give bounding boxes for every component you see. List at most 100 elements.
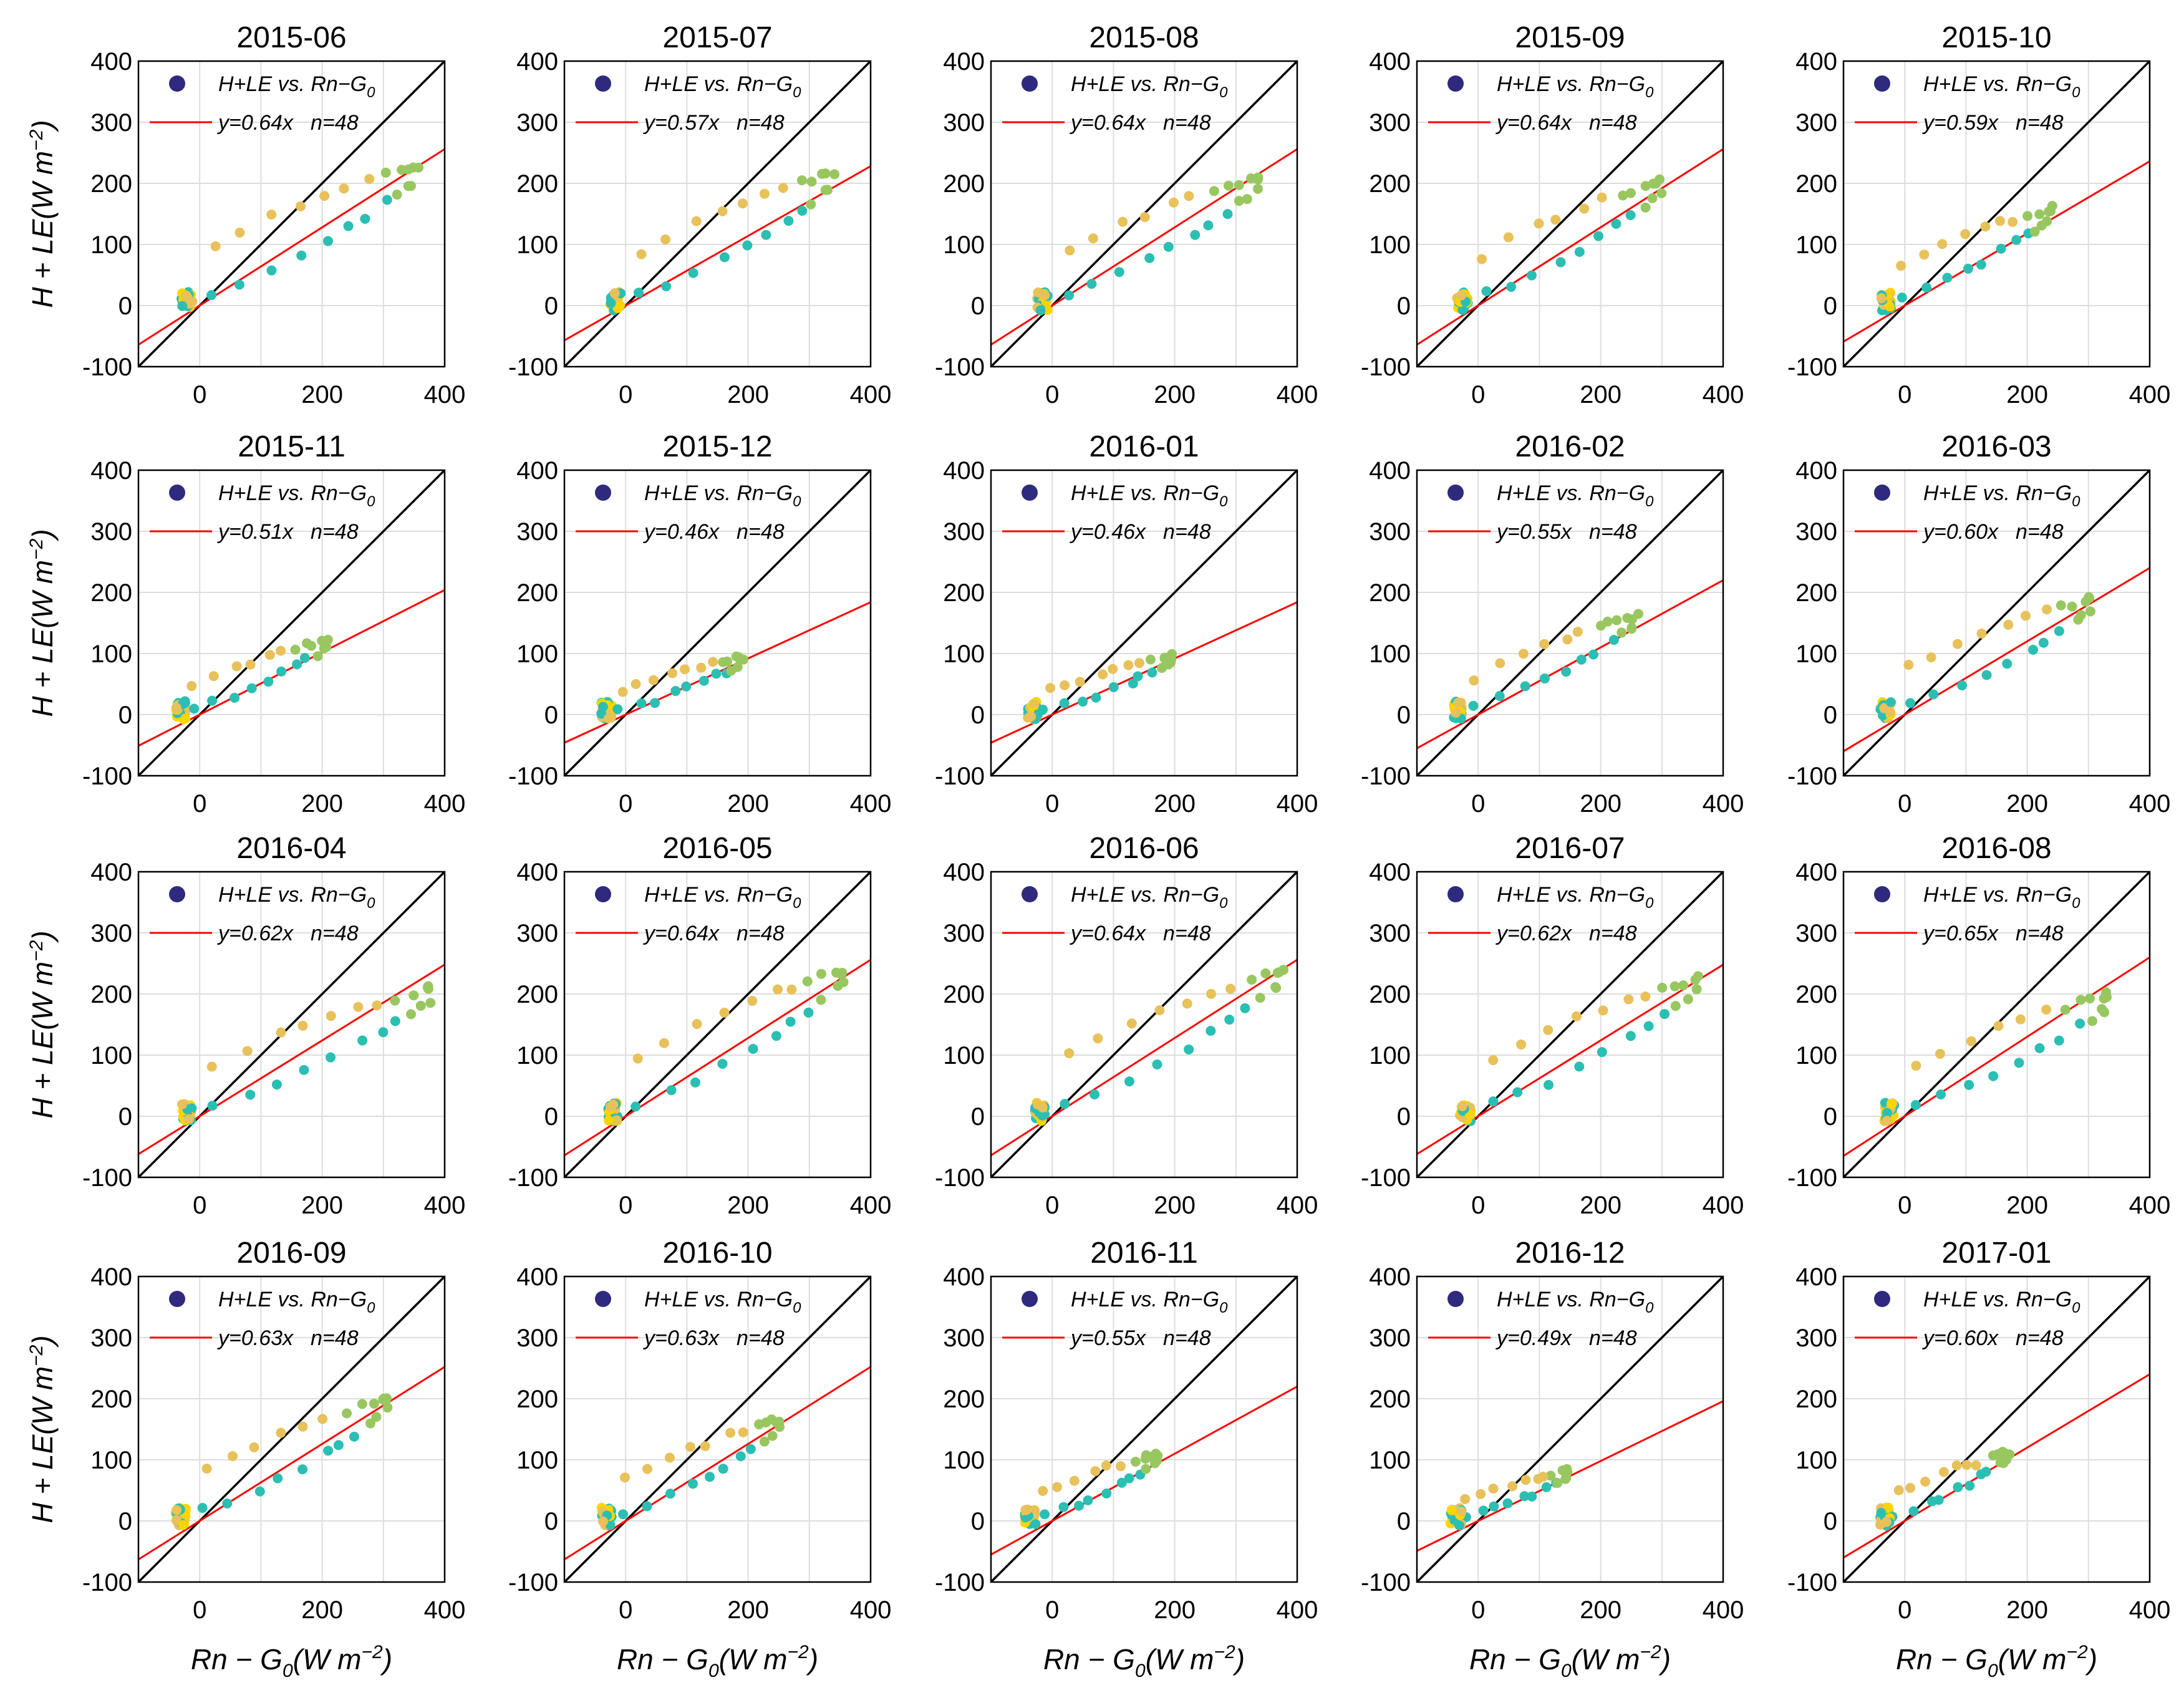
x-tick-label: 400	[1277, 790, 1318, 818]
legend-series-label: H+LE vs. Rn−G0	[644, 883, 801, 912]
y-tick-label: 200	[1795, 170, 1837, 198]
y-tick-label: -100	[935, 354, 985, 381]
data-point	[1454, 1520, 1465, 1531]
data-point	[2041, 1005, 2052, 1015]
data-point	[1690, 975, 1701, 985]
data-point	[172, 1505, 182, 1515]
plot-area	[564, 470, 871, 776]
data-point	[1588, 649, 1598, 660]
data-point	[664, 1452, 675, 1463]
data-point	[371, 1412, 382, 1422]
data-point	[1981, 1467, 1991, 1477]
y-tick-label: 100	[90, 231, 132, 259]
data-point	[1933, 1495, 1944, 1505]
data-point	[1457, 1101, 1467, 1111]
x-tick-label: 200	[2006, 381, 2048, 408]
y-tick-label: 200	[943, 1386, 985, 1413]
one-to-one-line	[564, 872, 871, 1177]
x-tick-label: 0	[619, 381, 632, 408]
data-point	[1886, 697, 1897, 708]
panel-2016-02: -100 0 100 200 300 400 0 200 400 2016-02 H+LE vs. …	[1361, 430, 1744, 818]
y-tick-label: 300	[1795, 518, 1837, 546]
panel-2015-08: -100 0 100 200 300 400 0 200 400 2015-08 H+LE vs. …	[935, 21, 1318, 408]
panel-title: 2016-01	[1089, 430, 1199, 463]
data-point	[648, 675, 659, 685]
data-point	[323, 1445, 334, 1456]
axes-frame	[990, 469, 1298, 777]
y-tick-label: 300	[1369, 920, 1411, 947]
x-tick-label: 200	[727, 1192, 769, 1219]
data-point	[797, 206, 808, 216]
legend-series-label: H+LE vs. Rn−G0	[1923, 1288, 2080, 1316]
y-tick-label: 0	[971, 1508, 985, 1535]
data-point	[183, 1114, 194, 1124]
data-point	[2042, 216, 2052, 226]
x-tick-label: 400	[850, 1192, 892, 1219]
data-point	[802, 976, 813, 987]
data-point	[1209, 186, 1219, 196]
data-point	[273, 1473, 283, 1484]
legend-marker-icon	[1874, 886, 1890, 902]
data-point	[1074, 1500, 1085, 1511]
data-point	[263, 677, 274, 687]
fit-line	[564, 958, 871, 1156]
data-point	[2014, 1058, 2024, 1068]
x-tick-label: 200	[1580, 790, 1621, 818]
data-point	[2085, 993, 2095, 1004]
y-tick-label: 300	[1369, 109, 1411, 137]
fit-line	[564, 1366, 871, 1561]
x-tick-label: 400	[850, 1596, 892, 1624]
legend-series-label: H+LE vs. Rn−G0	[644, 1288, 801, 1316]
legend-series-label: H+LE vs. Rn−G0	[1923, 481, 2080, 510]
data-point	[186, 681, 197, 692]
y-tick-label: 0	[1824, 292, 1837, 320]
axes-frame	[563, 469, 872, 777]
data-point	[1445, 0, 1455, 5]
data-point	[1886, 1098, 1897, 1109]
data-point	[1593, 231, 1604, 241]
axes-frame	[990, 871, 1298, 1179]
data-point	[816, 968, 826, 979]
data-point	[197, 1503, 208, 1513]
legend-marker-icon	[1447, 75, 1464, 92]
data-point	[1596, 620, 1607, 631]
x-tick-label: 200	[2006, 1596, 2048, 1624]
data-point	[1507, 1481, 1518, 1492]
data-point	[1253, 183, 1264, 194]
data-point	[1981, 670, 1992, 680]
data-point	[831, 967, 841, 978]
data-point	[2008, 216, 2018, 227]
data-point	[1488, 1484, 1499, 1494]
x-tick-label: 400	[2129, 1192, 2171, 1219]
legend-fit-label: y=0.63x n=48	[643, 1326, 785, 1350]
data-point	[691, 216, 702, 226]
y-tick-label: 200	[516, 579, 558, 607]
data-point	[1961, 1460, 1972, 1470]
y-tick-label: -100	[508, 354, 558, 381]
data-point	[1460, 1493, 1471, 1504]
panel-title: 2015-08	[1089, 21, 1199, 54]
fit-line	[1843, 956, 2150, 1157]
data-point	[1905, 1483, 1916, 1493]
data-point	[1640, 992, 1651, 1002]
data-point	[636, 249, 647, 259]
legend-series-label: H+LE vs. Rn−G0	[1497, 481, 1654, 510]
data-point	[408, 990, 419, 1001]
data-point	[717, 1058, 728, 1069]
y-tick-label: 300	[943, 920, 985, 947]
y-tick-label: -100	[508, 1164, 558, 1192]
data-point	[796, 175, 807, 186]
data-point	[1091, 692, 1101, 703]
data-point	[816, 995, 826, 1005]
x-tick-label: 200	[1154, 1192, 1196, 1219]
legend-marker-icon	[595, 886, 611, 902]
data-point	[1994, 216, 2005, 226]
y-tick-label: 200	[516, 981, 558, 1008]
panel-2016-10: -100 0 100 200 300 400 0 200 400 2016-10 H+LE vs. …	[508, 1237, 891, 1681]
data-point	[719, 1007, 730, 1018]
data-point	[1921, 282, 1932, 293]
y-tick-label: 200	[90, 1386, 132, 1413]
data-point	[611, 1115, 622, 1126]
plot-area	[138, 470, 445, 776]
data-point	[1064, 290, 1075, 301]
